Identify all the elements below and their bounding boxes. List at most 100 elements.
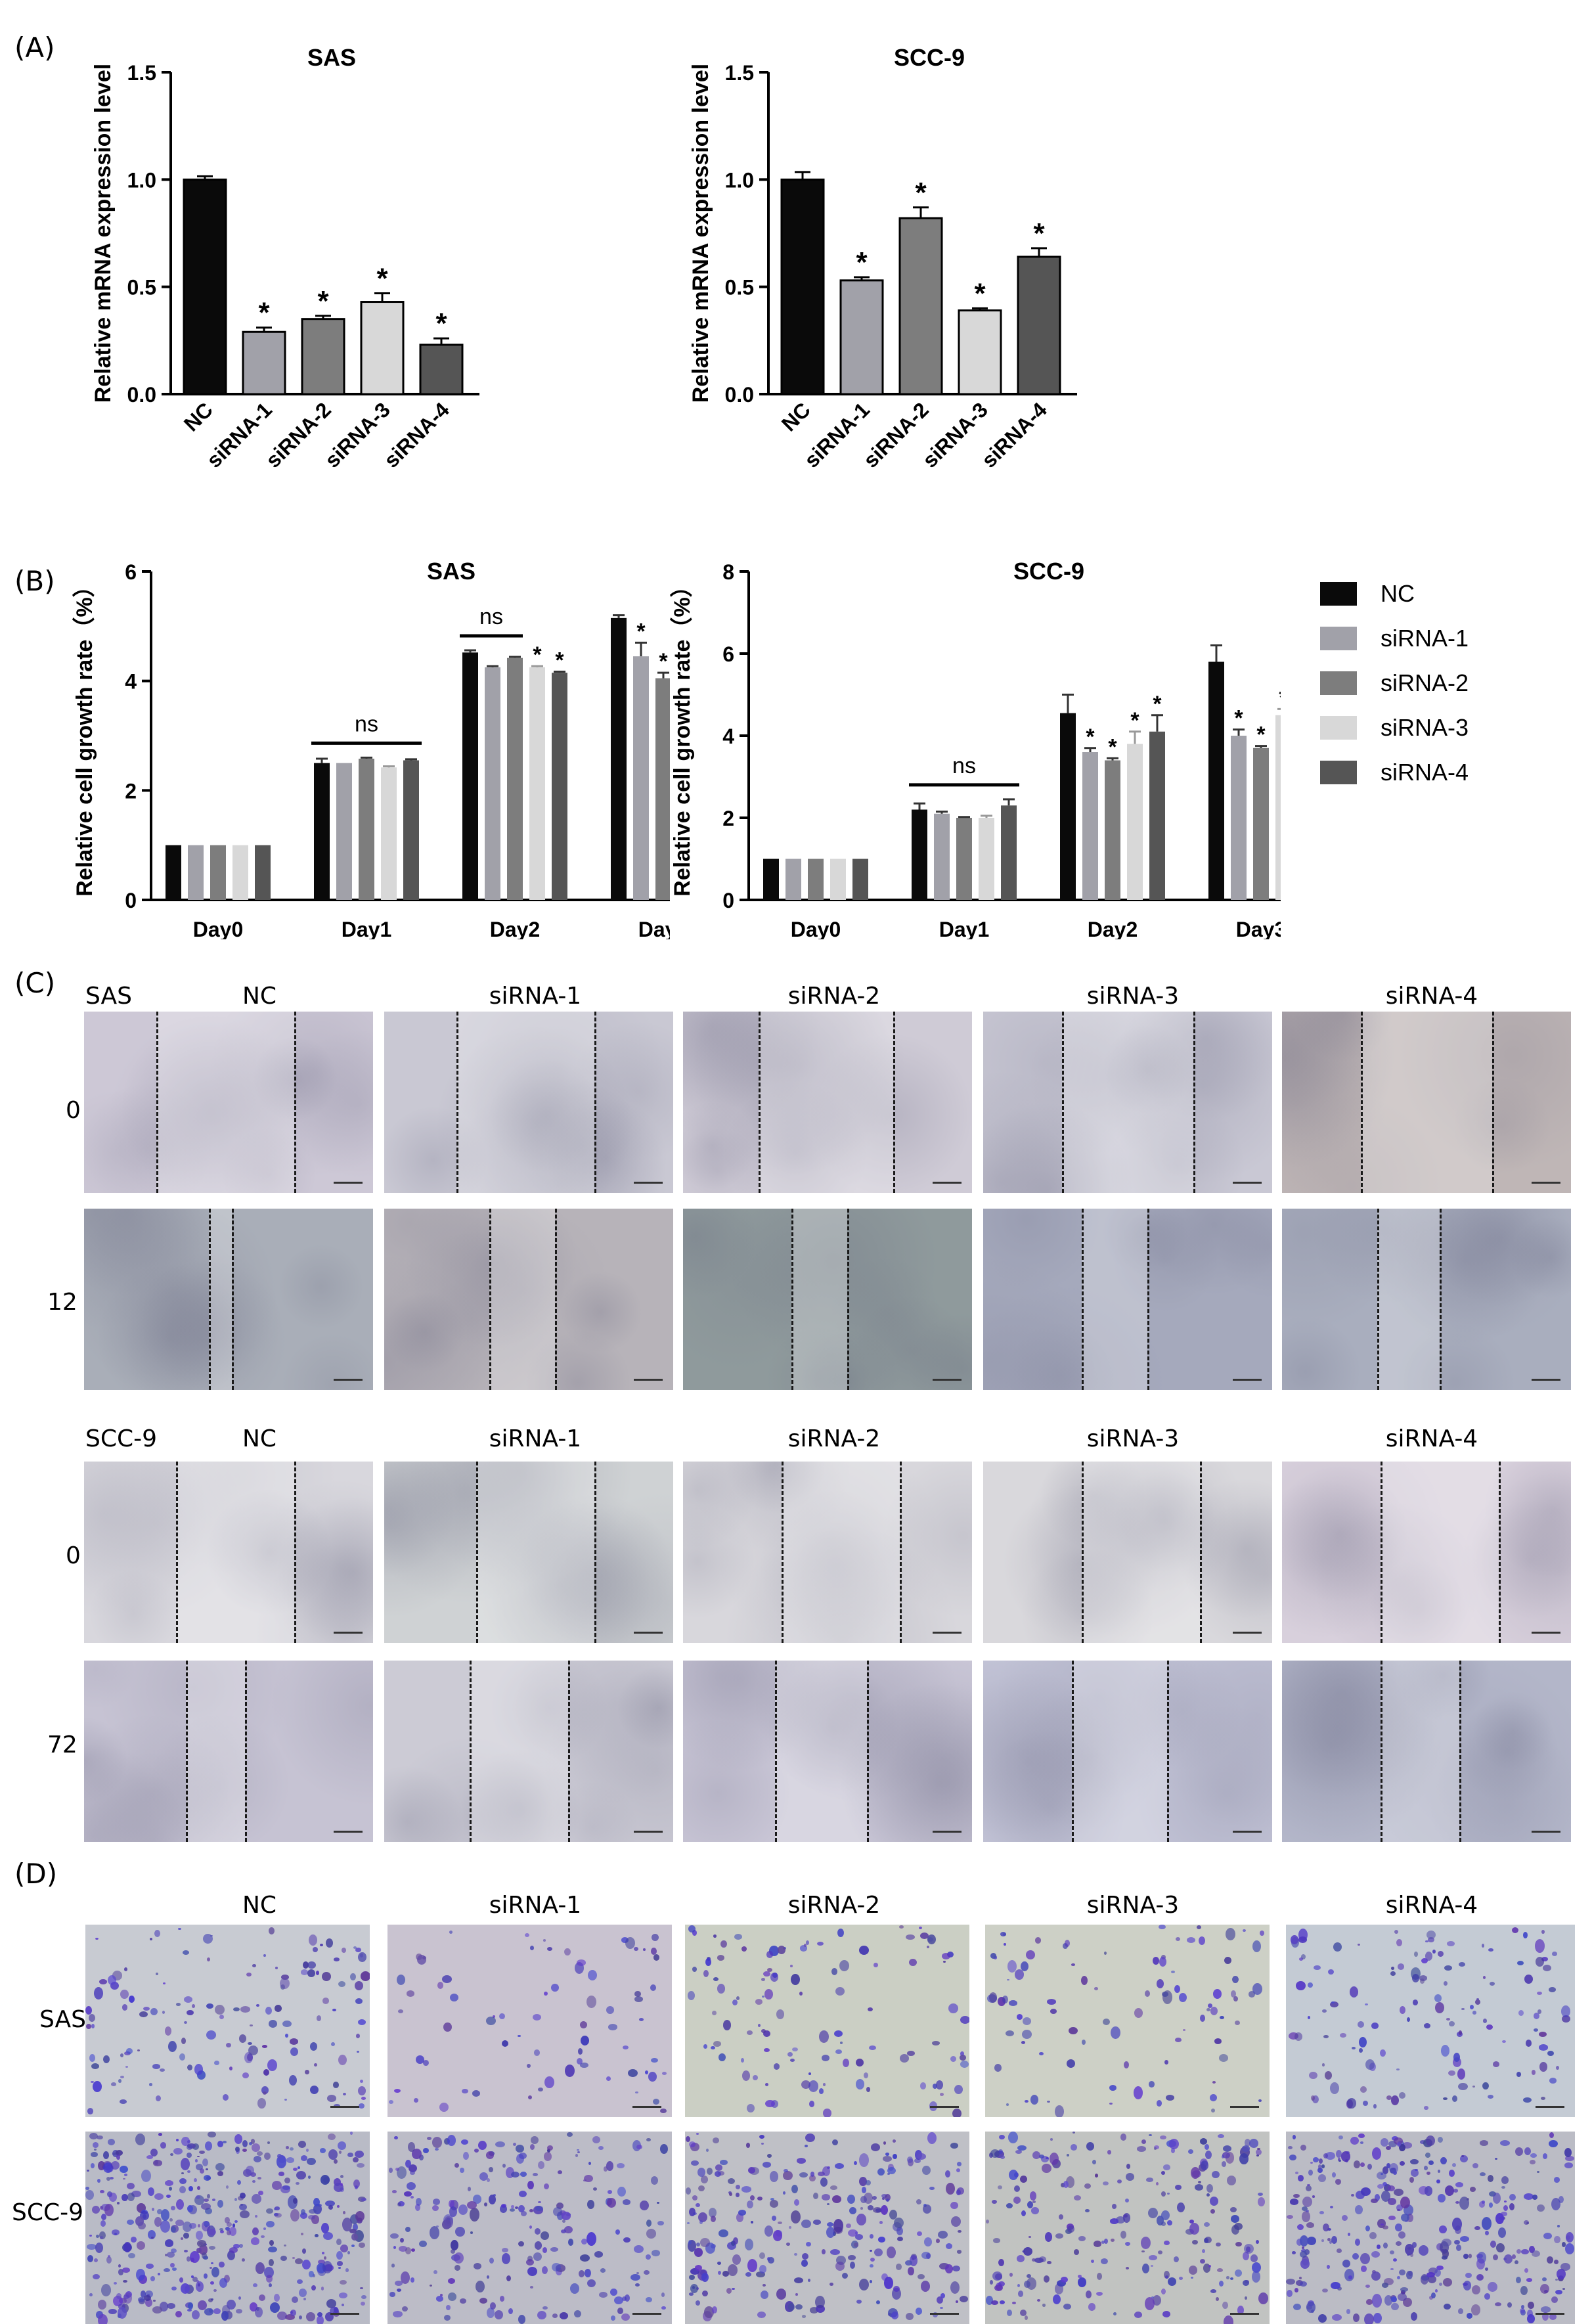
legend-swatch xyxy=(1320,582,1357,606)
stained-cell xyxy=(1359,2037,1367,2048)
stained-cell xyxy=(435,2148,439,2151)
stained-cell xyxy=(1295,2172,1298,2175)
stained-cell xyxy=(126,2048,133,2054)
stained-cell xyxy=(1501,2176,1509,2184)
stained-cell xyxy=(196,2231,203,2241)
stained-cell xyxy=(206,2030,216,2040)
stained-cell xyxy=(822,2055,829,2061)
stained-cell xyxy=(184,2250,188,2253)
stained-cell xyxy=(606,2006,614,2015)
stained-cell xyxy=(1234,2223,1243,2230)
significance-mark: * xyxy=(533,642,542,667)
stained-cell xyxy=(165,2239,173,2247)
stained-cell xyxy=(137,2241,145,2250)
bar xyxy=(611,617,627,900)
stained-cell xyxy=(500,2205,507,2213)
stained-cell xyxy=(171,2248,177,2253)
stained-cell xyxy=(1360,2253,1370,2265)
stained-cell xyxy=(1397,2209,1400,2212)
stained-cell xyxy=(307,2158,316,2166)
stained-cell xyxy=(1202,2249,1205,2253)
stained-cell xyxy=(263,2069,269,2076)
stained-cell xyxy=(1500,2140,1510,2147)
stained-cell xyxy=(623,2237,630,2243)
stained-cell xyxy=(1104,1952,1107,1955)
stained-cell xyxy=(264,2153,271,2160)
chart-title: SCC-9 xyxy=(1013,558,1084,585)
stained-cell xyxy=(1493,2193,1501,2204)
panel-d-row-sas: SAS xyxy=(39,2006,86,2033)
stained-cell xyxy=(906,2313,914,2320)
stained-cell xyxy=(950,2202,958,2210)
stained-cell xyxy=(1166,2095,1174,2101)
stained-cell xyxy=(1013,2197,1021,2204)
stained-cell xyxy=(454,2163,459,2168)
stained-cell xyxy=(127,2220,134,2225)
stained-cell xyxy=(97,2179,100,2183)
stained-cell xyxy=(190,2251,200,2263)
stained-cell xyxy=(153,2300,156,2302)
stained-cell xyxy=(178,1928,181,1931)
bar xyxy=(852,859,868,900)
stained-cell xyxy=(940,2093,944,2097)
stained-cell xyxy=(179,2053,185,2061)
stained-cell xyxy=(767,1968,772,1973)
stained-cell xyxy=(1137,2146,1146,2152)
stained-cell xyxy=(146,2155,153,2160)
stained-cell xyxy=(91,2152,98,2157)
stained-cell xyxy=(124,2174,127,2176)
stained-cell xyxy=(1222,2155,1224,2159)
stained-cell xyxy=(451,2249,455,2254)
stained-cell xyxy=(1459,2197,1469,2210)
stained-cell xyxy=(623,2199,630,2205)
stained-cell xyxy=(1476,2274,1484,2281)
stained-cell xyxy=(89,2014,95,2022)
stained-cell xyxy=(100,2236,103,2239)
stained-cell xyxy=(1250,2254,1258,2262)
scale-bar xyxy=(1233,1831,1262,1833)
stained-cell xyxy=(806,2242,811,2246)
stained-cell xyxy=(570,2283,579,2294)
stained-cell xyxy=(1516,2277,1521,2284)
stained-cell xyxy=(1293,2194,1300,2199)
stained-cell xyxy=(1539,2062,1547,2072)
panel-d-col-1: siRNA-1 xyxy=(489,1892,582,1919)
stained-cell xyxy=(801,2220,811,2228)
stained-cell xyxy=(172,2268,177,2271)
stained-cell xyxy=(1365,2003,1368,2006)
stained-cell xyxy=(152,2208,154,2211)
stained-cell xyxy=(579,2270,585,2277)
stained-cell xyxy=(691,2160,699,2166)
stained-cell xyxy=(1243,2280,1249,2287)
stained-cell xyxy=(275,1967,278,1969)
stained-cell xyxy=(1346,2151,1350,2155)
stained-cell xyxy=(1233,1996,1238,2002)
stained-cell xyxy=(1382,2166,1388,2174)
stained-cell xyxy=(1398,2293,1407,2301)
stained-cell xyxy=(328,2205,333,2210)
stained-cell xyxy=(580,2021,587,2029)
stained-cell xyxy=(886,2199,889,2202)
stained-cell xyxy=(692,2195,697,2201)
stained-cell xyxy=(266,2208,273,2214)
stained-cell xyxy=(263,2227,266,2231)
transwell-sas xyxy=(1286,1925,1575,2117)
stained-cell xyxy=(859,2153,869,2167)
stained-cell xyxy=(208,2132,216,2137)
stained-cell xyxy=(175,2220,184,2227)
stained-cell xyxy=(1537,2009,1541,2015)
stained-cell xyxy=(202,2158,208,2166)
stained-cell xyxy=(795,2293,798,2296)
stained-cell xyxy=(727,2242,736,2250)
stained-cell xyxy=(535,2206,543,2211)
stained-cell xyxy=(1554,2236,1560,2244)
stained-cell xyxy=(1230,2207,1237,2212)
stained-cell xyxy=(518,2315,525,2324)
stained-cell xyxy=(446,2305,451,2311)
stained-cell xyxy=(899,1925,904,1929)
scale-bar xyxy=(330,2106,359,2108)
stained-cell xyxy=(1124,2061,1129,2069)
stained-cell xyxy=(437,1982,443,1989)
stained-cell xyxy=(1398,1963,1404,1970)
stained-cell xyxy=(1453,2189,1458,2193)
